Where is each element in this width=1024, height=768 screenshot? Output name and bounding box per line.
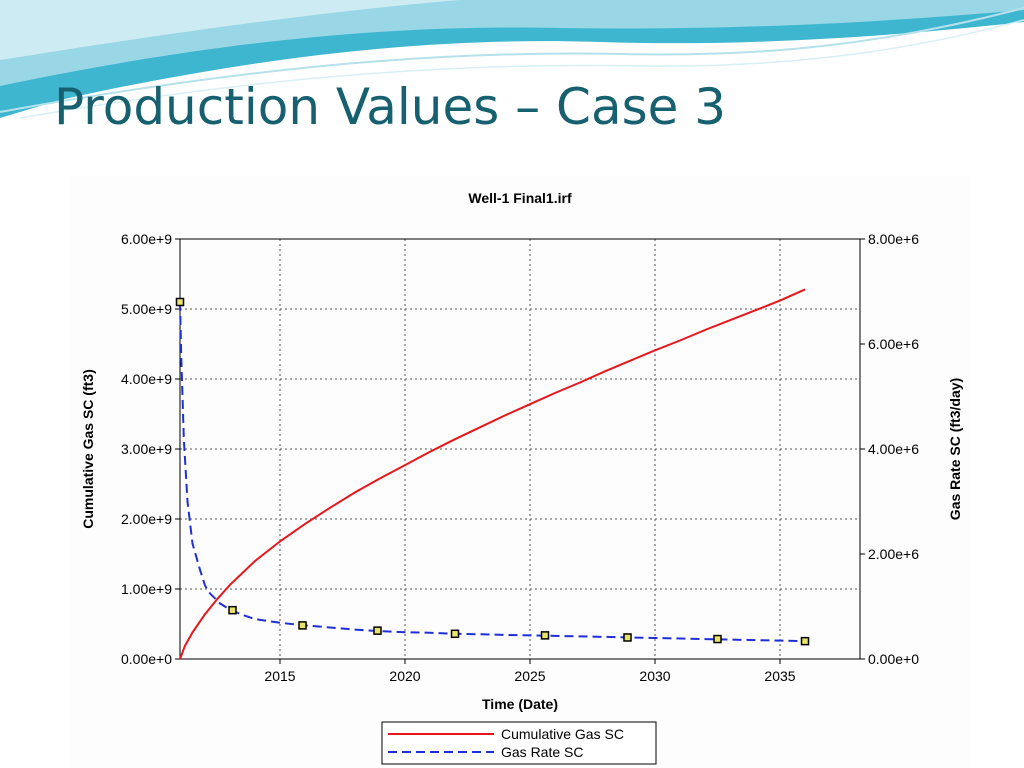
x-axis-title: Time (Date) xyxy=(482,696,558,712)
y-left-tick-label: 3.00e+9 xyxy=(121,441,172,457)
data-point-marker xyxy=(713,634,722,644)
y-left-tick-label: 5.00e+9 xyxy=(121,301,172,317)
data-point-marker xyxy=(450,629,460,639)
y-left-tick-label: 4.00e+9 xyxy=(121,371,172,387)
x-axis: 2015 2020 2025 2030 2035 xyxy=(264,659,796,684)
data-point-marker xyxy=(540,631,550,640)
y-right-tick-label: 4.00e+6 xyxy=(868,441,919,457)
legend-label-cumulative: Cumulative Gas SC xyxy=(501,726,624,742)
chart: Well-1 Final1.irf 2015 2020 2025 2030 2035 0… xyxy=(80,190,963,765)
series-line-gas-rate xyxy=(179,301,806,643)
data-point-marker xyxy=(175,297,185,307)
data-point-marker xyxy=(800,636,810,646)
y-left-tick-label: 1.00e+9 xyxy=(121,581,172,597)
wave-line-2 xyxy=(19,19,1024,119)
legend: Cumulative Gas SC Gas Rate SC xyxy=(381,721,657,765)
y-right-tick-label: 2.00e+6 xyxy=(868,546,919,562)
chart-panel: Well-1 Final1.irf 2015 2020 2025 2030 2035 0… xyxy=(70,176,970,768)
y-left-tick-label: 6.00e+9 xyxy=(121,231,172,247)
y-axis-right: 0.00e+0 2.00e+6 4.00e+6 6.00e+6 8.00e+6 xyxy=(860,231,919,667)
wave-line-1 xyxy=(0,7,1024,113)
y-left-tick-label: 0.00e+0 xyxy=(121,651,172,667)
slide-title: Production Values – Case 3 xyxy=(54,78,727,136)
data-point-marker xyxy=(373,626,382,635)
slide-header-waves xyxy=(0,0,1024,119)
legend-box xyxy=(381,721,657,765)
series-line-cumulative-gas xyxy=(179,288,806,660)
data-point-marker xyxy=(228,605,237,615)
data-point-marker xyxy=(298,621,307,630)
x-tick-label: 2025 xyxy=(514,668,545,684)
y-right-tick-label: 8.00e+6 xyxy=(868,231,919,247)
x-tick-label: 2030 xyxy=(639,668,670,684)
series-layer xyxy=(175,288,810,660)
data-point-marker xyxy=(623,633,632,642)
y-right-tick-label: 0.00e+0 xyxy=(868,651,919,667)
y-axis-right-title: Gas Rate SC (ft3/day) xyxy=(947,378,963,520)
y-axis-left-title: Cumulative Gas SC (ft3) xyxy=(80,369,96,528)
y-axis-left: 0.00e+0 1.00e+9 2.00e+9 3.00e+9 4.00e+9 5.00e… xyxy=(121,231,180,667)
legend-label-rate: Gas Rate SC xyxy=(501,744,583,760)
x-tick-label: 2020 xyxy=(389,668,420,684)
x-tick-label: 2015 xyxy=(264,668,295,684)
x-tick-label: 2035 xyxy=(764,668,795,684)
chart-title: Well-1 Final1.irf xyxy=(468,190,572,206)
y-right-tick-label: 6.00e+6 xyxy=(868,336,919,352)
grid xyxy=(180,239,860,659)
wave-highlight xyxy=(0,0,460,60)
y-left-tick-label: 2.00e+9 xyxy=(121,511,172,527)
